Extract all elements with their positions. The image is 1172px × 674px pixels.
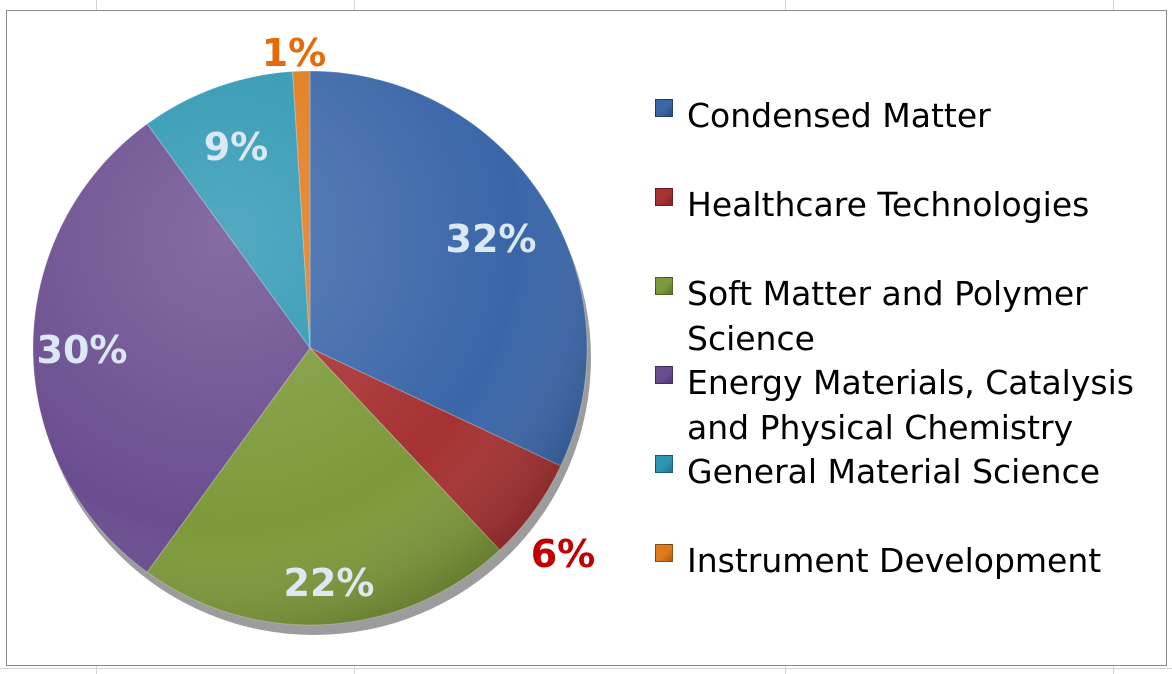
legend-item: Soft Matter and Polymer Science (655, 271, 1137, 361)
legend-item: Instrument Development (655, 538, 1137, 583)
legend-label: Instrument Development (687, 541, 1102, 580)
legend-label: Energy Materials, Catalysis and Physical… (687, 363, 1134, 447)
data-label: 30% (37, 328, 128, 372)
legend-item: Healthcare Technologies (655, 182, 1137, 227)
legend-item: Condensed Matter (655, 93, 1137, 138)
chart-area[interactable]: 32% 6% 22% 30% 9% 1% Condensed Matter Healthca… (6, 10, 1167, 666)
legend-swatch (655, 544, 673, 562)
legend-item: General Material Science (655, 449, 1137, 494)
legend-swatch (655, 277, 673, 295)
data-label: 22% (284, 561, 375, 605)
data-label: 1% (262, 31, 327, 75)
sheet-gridline (0, 668, 1172, 669)
legend-item: Energy Materials, Catalysis and Physical… (655, 360, 1137, 450)
legend-swatch (655, 99, 673, 117)
data-label: 9% (204, 125, 269, 169)
data-label: 32% (446, 217, 537, 261)
legend-swatch (655, 455, 673, 473)
legend-label: Condensed Matter (687, 96, 991, 135)
legend-swatch (655, 188, 673, 206)
legend-swatch (655, 366, 673, 384)
data-label: 6% (531, 532, 596, 576)
legend-label: General Material Science (687, 452, 1101, 491)
legend-label: Soft Matter and Polymer Science (687, 274, 1088, 358)
legend-label: Healthcare Technologies (687, 185, 1090, 224)
